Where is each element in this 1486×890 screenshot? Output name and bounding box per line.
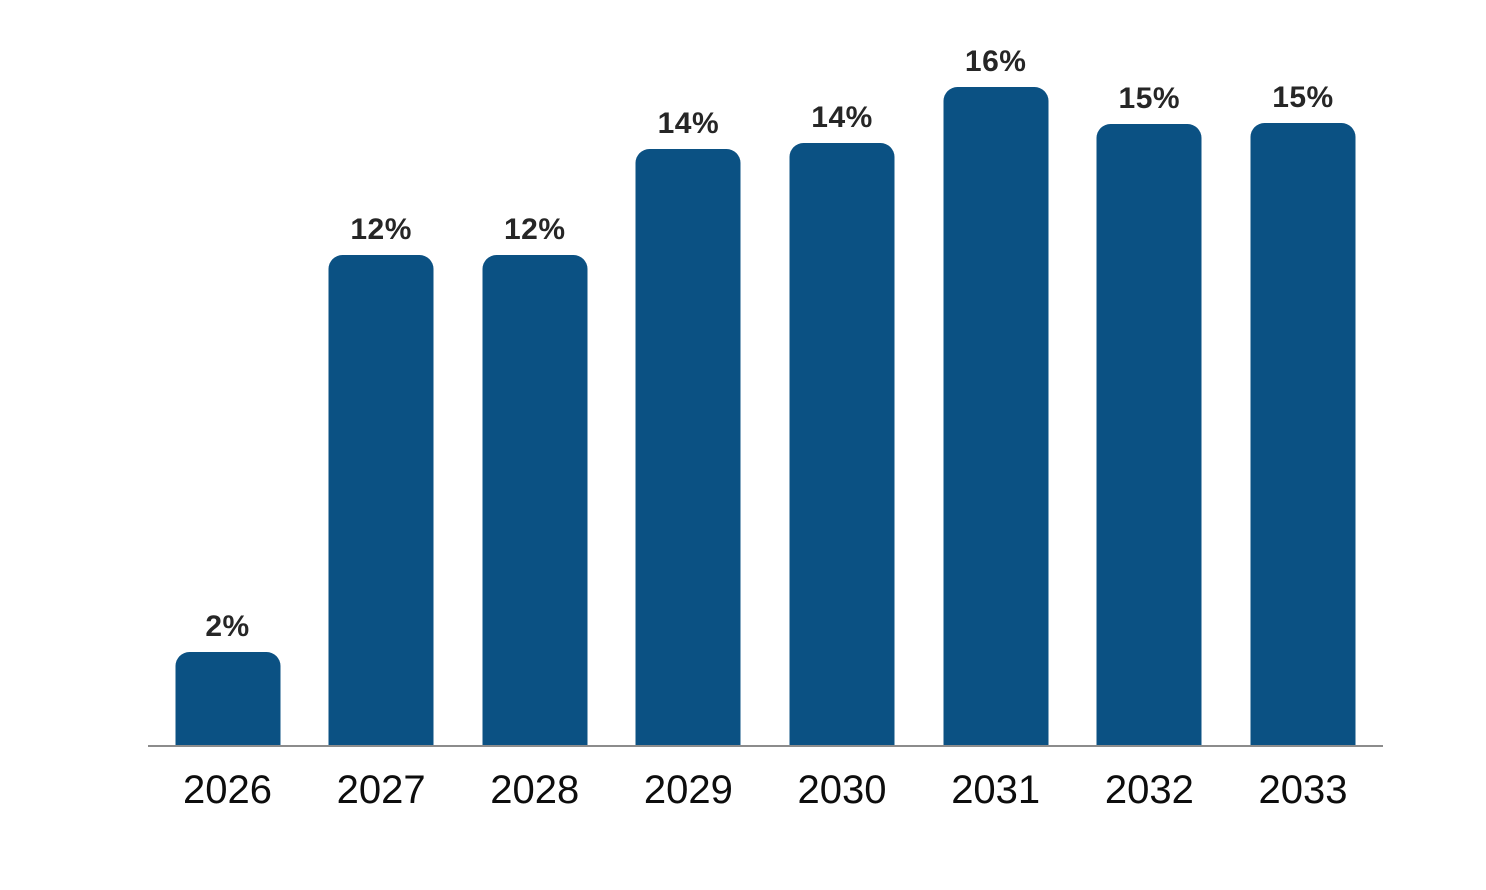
bar-2028 xyxy=(482,255,588,746)
x-tick-label-2026: 2026 xyxy=(183,768,272,812)
bar-2027 xyxy=(328,255,434,746)
x-tick-label-2027: 2027 xyxy=(336,768,426,812)
bar-value-label: 16% xyxy=(964,45,1027,78)
bar-value-label: 2% xyxy=(205,610,250,643)
x-tick-label-2033: 2033 xyxy=(1258,768,1348,812)
bar-group-2032: 15% 2032 xyxy=(1072,0,1226,890)
bar-2030 xyxy=(789,143,895,746)
x-tick-label-2029: 2029 xyxy=(643,768,733,812)
bar-value-label: 14% xyxy=(811,101,873,134)
bar-2031 xyxy=(943,87,1049,746)
x-tick-label-2031: 2031 xyxy=(951,768,1041,812)
bar-group-2026: 2% 2026 xyxy=(151,0,305,890)
bar-2029 xyxy=(635,149,741,746)
bar-group-2030: 14% 2030 xyxy=(765,0,919,890)
bar-group-2027: 12% 2027 xyxy=(304,0,458,890)
x-axis-line xyxy=(148,745,1383,747)
bar-group-2028: 12% 2028 xyxy=(458,0,612,890)
bar-2032 xyxy=(1096,124,1202,746)
bar-value-label: 12% xyxy=(503,213,566,246)
bar-group-2029: 14% 2029 xyxy=(611,0,765,890)
bar-2026 xyxy=(175,652,280,746)
bar-group-2033: 15% 2033 xyxy=(1226,0,1380,890)
bar-value-label: 15% xyxy=(1118,82,1181,115)
bar-group-2031: 16% 2031 xyxy=(919,0,1073,890)
bar-value-label: 14% xyxy=(657,107,720,140)
x-tick-label-2028: 2028 xyxy=(490,768,580,812)
bar-value-label: 15% xyxy=(1272,81,1334,114)
bar-value-label: 12% xyxy=(350,213,412,246)
x-tick-label-2030: 2030 xyxy=(797,768,887,812)
bar-2033 xyxy=(1250,123,1356,746)
x-tick-label-2032: 2032 xyxy=(1104,768,1194,812)
